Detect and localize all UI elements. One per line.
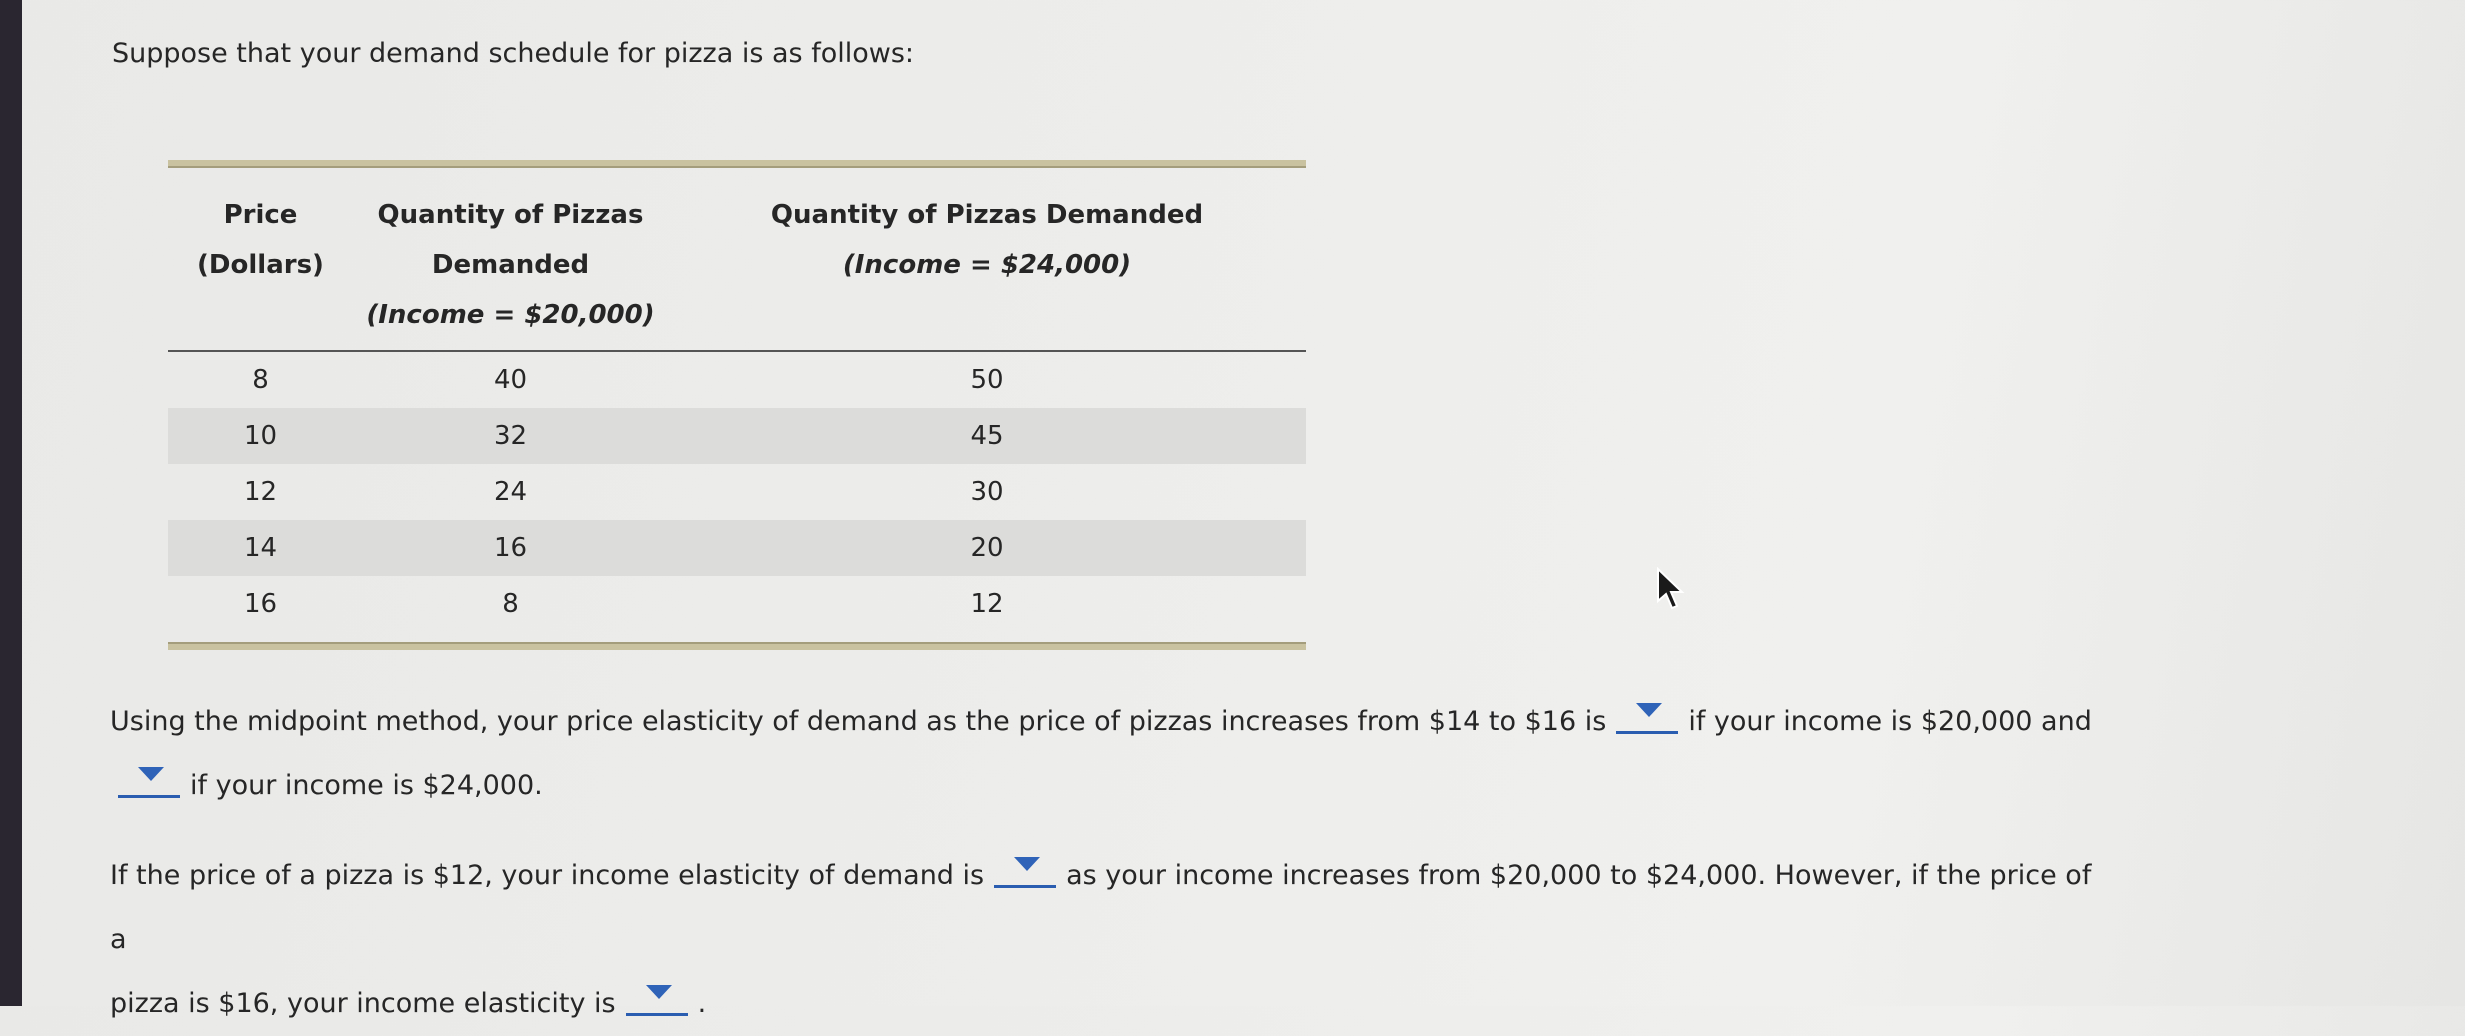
table-row: 10 32 45 bbox=[168, 408, 1306, 464]
caret-down-icon bbox=[138, 767, 164, 781]
left-edge-bezel bbox=[0, 0, 22, 1006]
cell-price: 14 bbox=[243, 533, 278, 563]
cell-quantity-20000: 16 bbox=[493, 533, 528, 563]
table-row: 8 40 50 bbox=[168, 352, 1306, 408]
header-quantity-income-20000: Quantity of Pizzas Demanded (Income = $2… bbox=[366, 200, 655, 330]
cell-quantity-24000: 12 bbox=[970, 589, 1004, 619]
table-row: 16 8 12 bbox=[168, 576, 1306, 632]
cell-price: 10 bbox=[243, 421, 278, 451]
table-top-rule bbox=[168, 160, 1306, 168]
table-bottom-rule bbox=[168, 642, 1306, 650]
table-row: 12 24 30 bbox=[168, 464, 1306, 520]
header-price: Price (Dollars) bbox=[197, 200, 324, 280]
caret-down-icon bbox=[1014, 857, 1041, 871]
cell-price: 8 bbox=[252, 365, 269, 395]
table-row: 14 16 20 bbox=[168, 520, 1306, 576]
price-elasticity-income-24000-dropdown[interactable] bbox=[118, 761, 180, 798]
caret-down-icon bbox=[1636, 703, 1663, 717]
table-header: Price (Dollars) Quantity of Pizzas Deman… bbox=[168, 168, 1306, 352]
income-elasticity-price-12-dropdown[interactable] bbox=[994, 851, 1057, 888]
intro-text: Suppose that your demand schedule for pi… bbox=[112, 38, 914, 69]
cell-quantity-24000: 50 bbox=[970, 365, 1004, 395]
cell-price: 12 bbox=[243, 477, 278, 507]
cell-quantity-20000: 32 bbox=[493, 421, 528, 451]
demand-schedule-table: Price (Dollars) Quantity of Pizzas Deman… bbox=[168, 160, 1306, 650]
header-quantity-income-24000: Quantity of Pizzas Demanded (Income = $2… bbox=[770, 200, 1204, 280]
caret-down-icon bbox=[645, 985, 672, 999]
income-elasticity-price-16-dropdown[interactable] bbox=[625, 979, 688, 1016]
question-price-elasticity: Using the midpoint method, your price el… bbox=[110, 690, 2110, 818]
cell-price: 16 bbox=[243, 589, 278, 619]
cell-quantity-20000: 24 bbox=[493, 477, 528, 507]
price-elasticity-income-20000-dropdown[interactable] bbox=[1616, 697, 1679, 734]
cell-quantity-24000: 30 bbox=[970, 477, 1004, 507]
cell-quantity-20000: 40 bbox=[493, 365, 528, 395]
cell-quantity-20000: 8 bbox=[502, 589, 519, 619]
cell-quantity-24000: 20 bbox=[970, 533, 1004, 563]
question-income-elasticity: If the price of a pizza is $12, your inc… bbox=[110, 844, 2110, 1036]
mouse-pointer-icon bbox=[1657, 567, 1685, 610]
cell-quantity-24000: 45 bbox=[970, 421, 1004, 451]
